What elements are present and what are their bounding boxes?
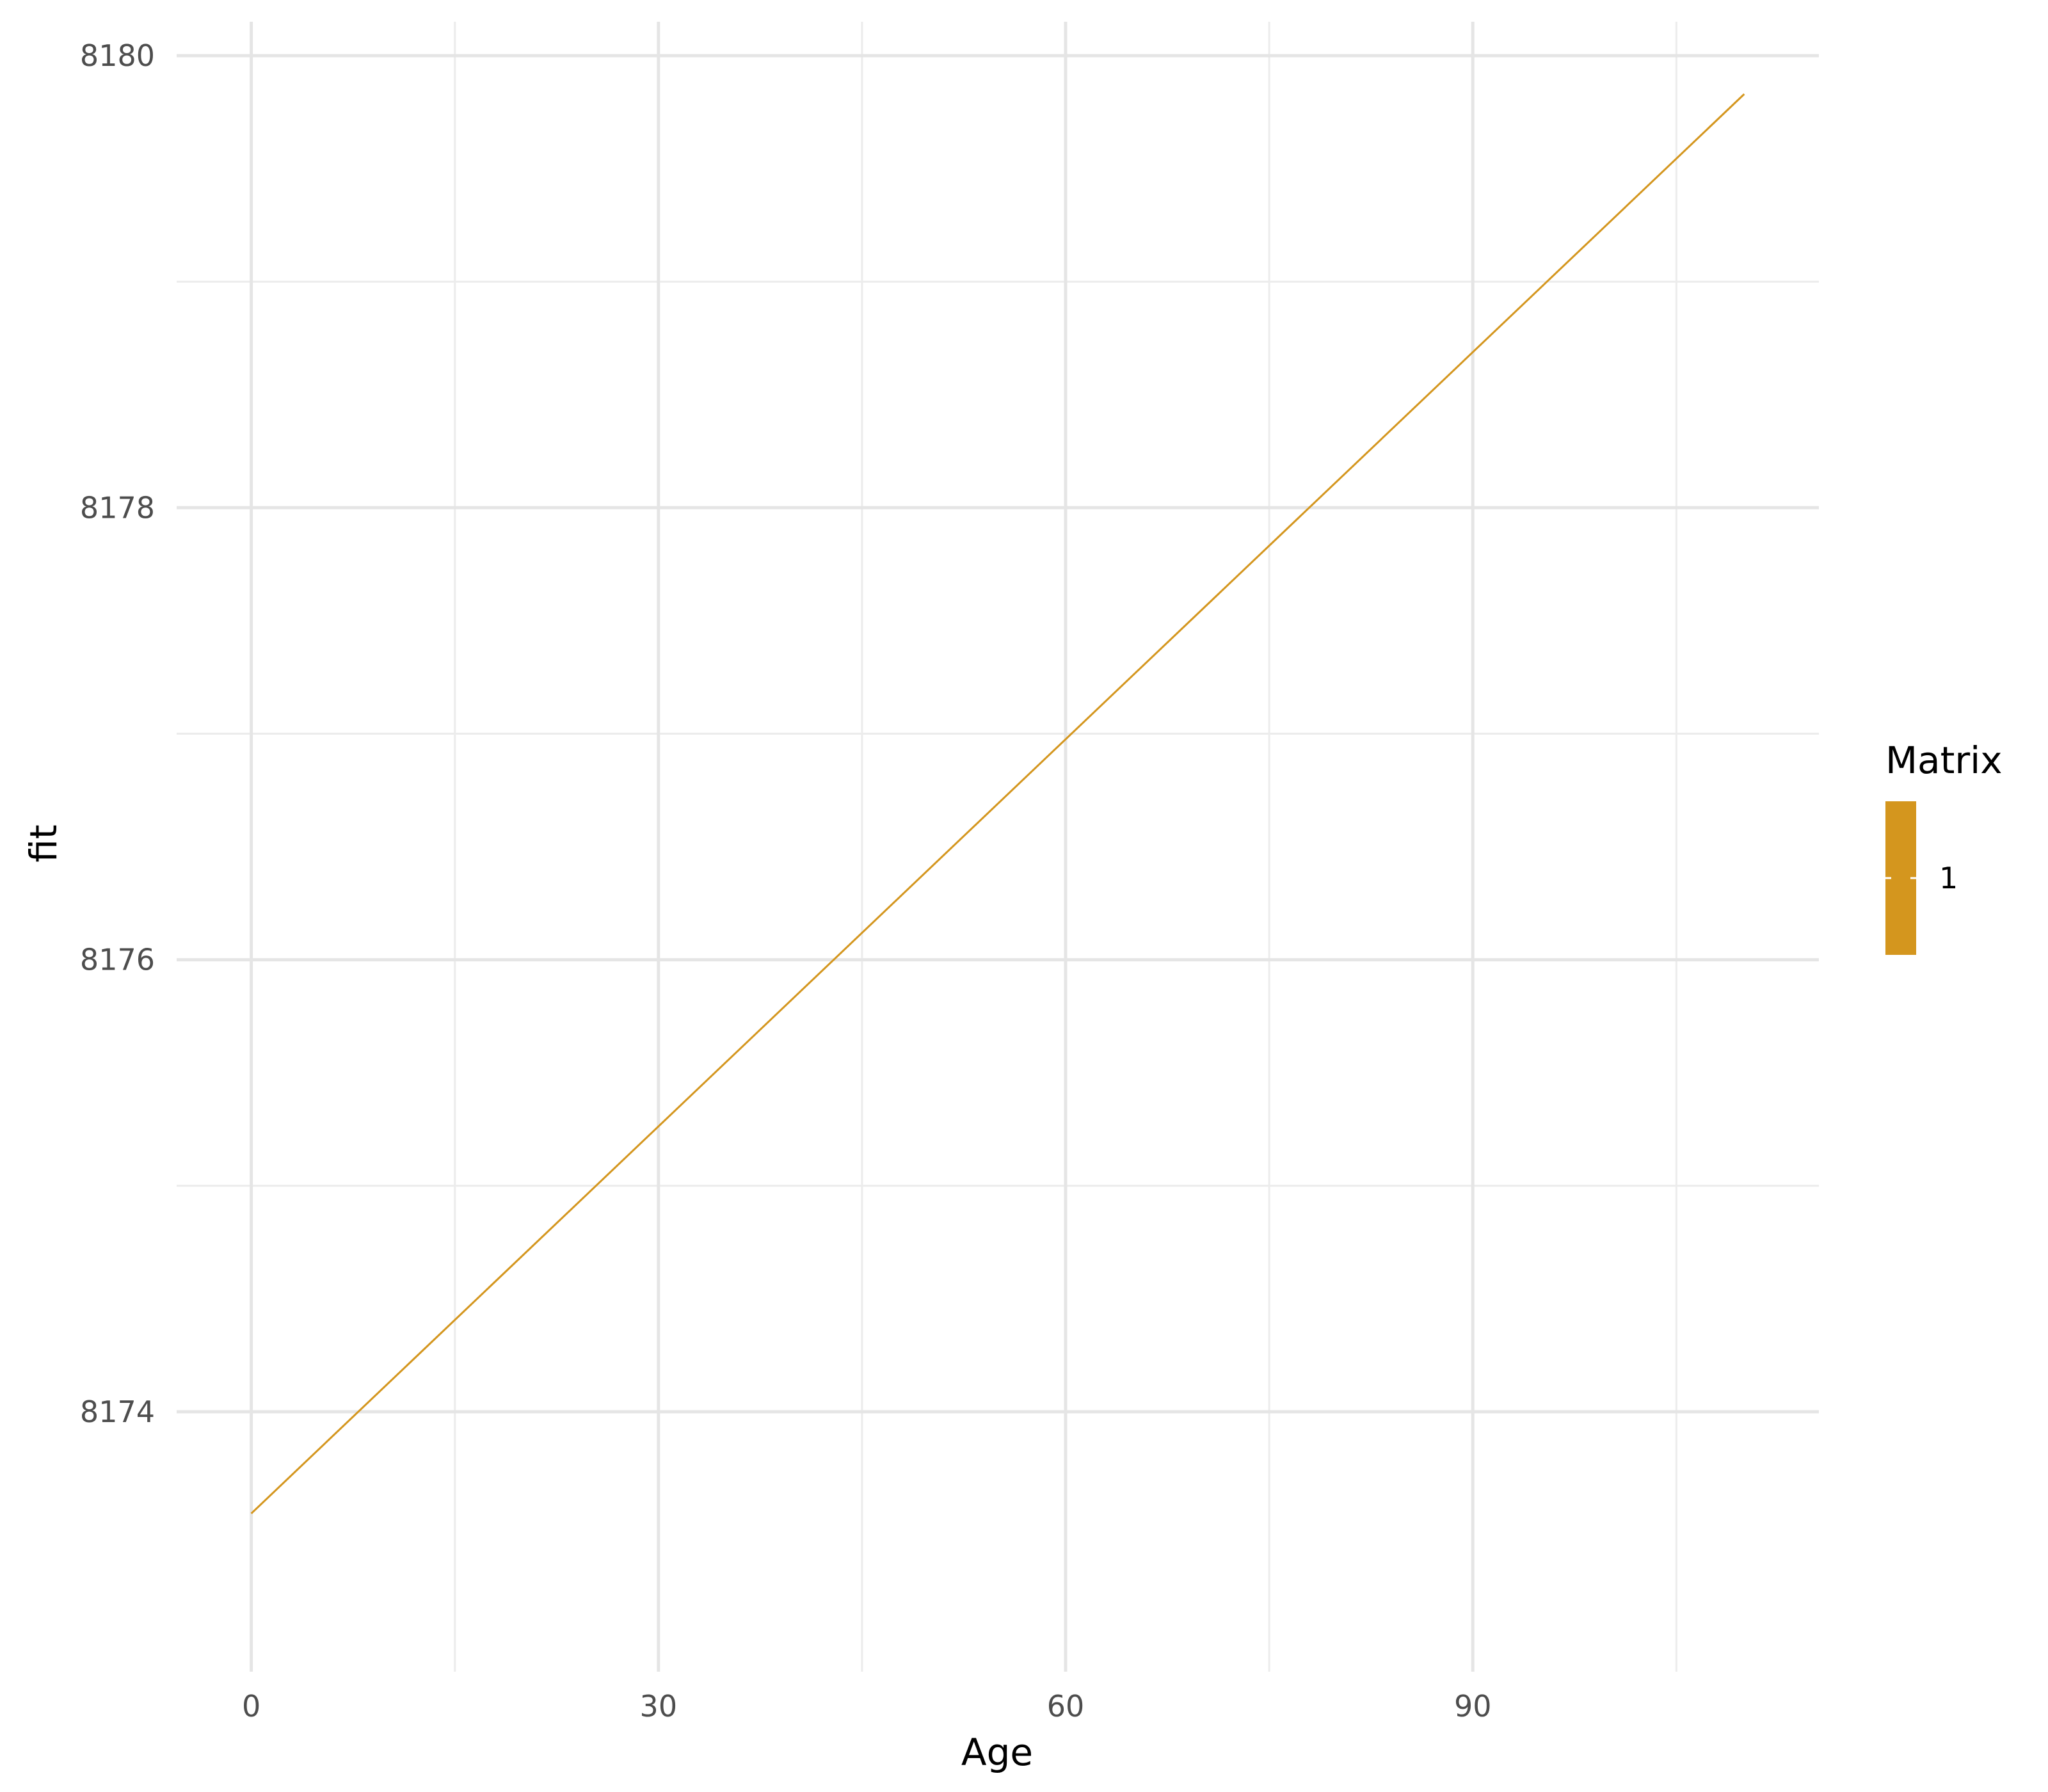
- y-tick-label: 8180: [80, 38, 155, 73]
- x-axis-title: Age: [961, 1731, 1033, 1774]
- y-tick-label: 8174: [80, 1395, 155, 1429]
- x-tick-label: 30: [640, 1689, 678, 1724]
- y-tick-label: 8176: [80, 943, 155, 977]
- legend-title: Matrix: [1885, 739, 2003, 782]
- legend: Matrix 1: [1885, 739, 2003, 955]
- legend-entry-label: 1: [1939, 861, 1958, 895]
- minor-gridlines: [177, 22, 1819, 1672]
- y-axis-tick-labels: 8174 8176 8178 8180: [80, 38, 155, 1429]
- x-axis-tick-labels: 0 30 60 90: [242, 1689, 1492, 1724]
- series-line: [250, 93, 1745, 1514]
- major-gridlines: [177, 22, 1819, 1672]
- x-tick-label: 90: [1454, 1689, 1492, 1724]
- x-tick-label: 0: [242, 1689, 260, 1724]
- y-axis-title: fit: [22, 824, 65, 862]
- y-tick-label: 8178: [80, 490, 155, 525]
- x-tick-label: 60: [1047, 1689, 1085, 1724]
- series-layer: [250, 93, 1745, 1514]
